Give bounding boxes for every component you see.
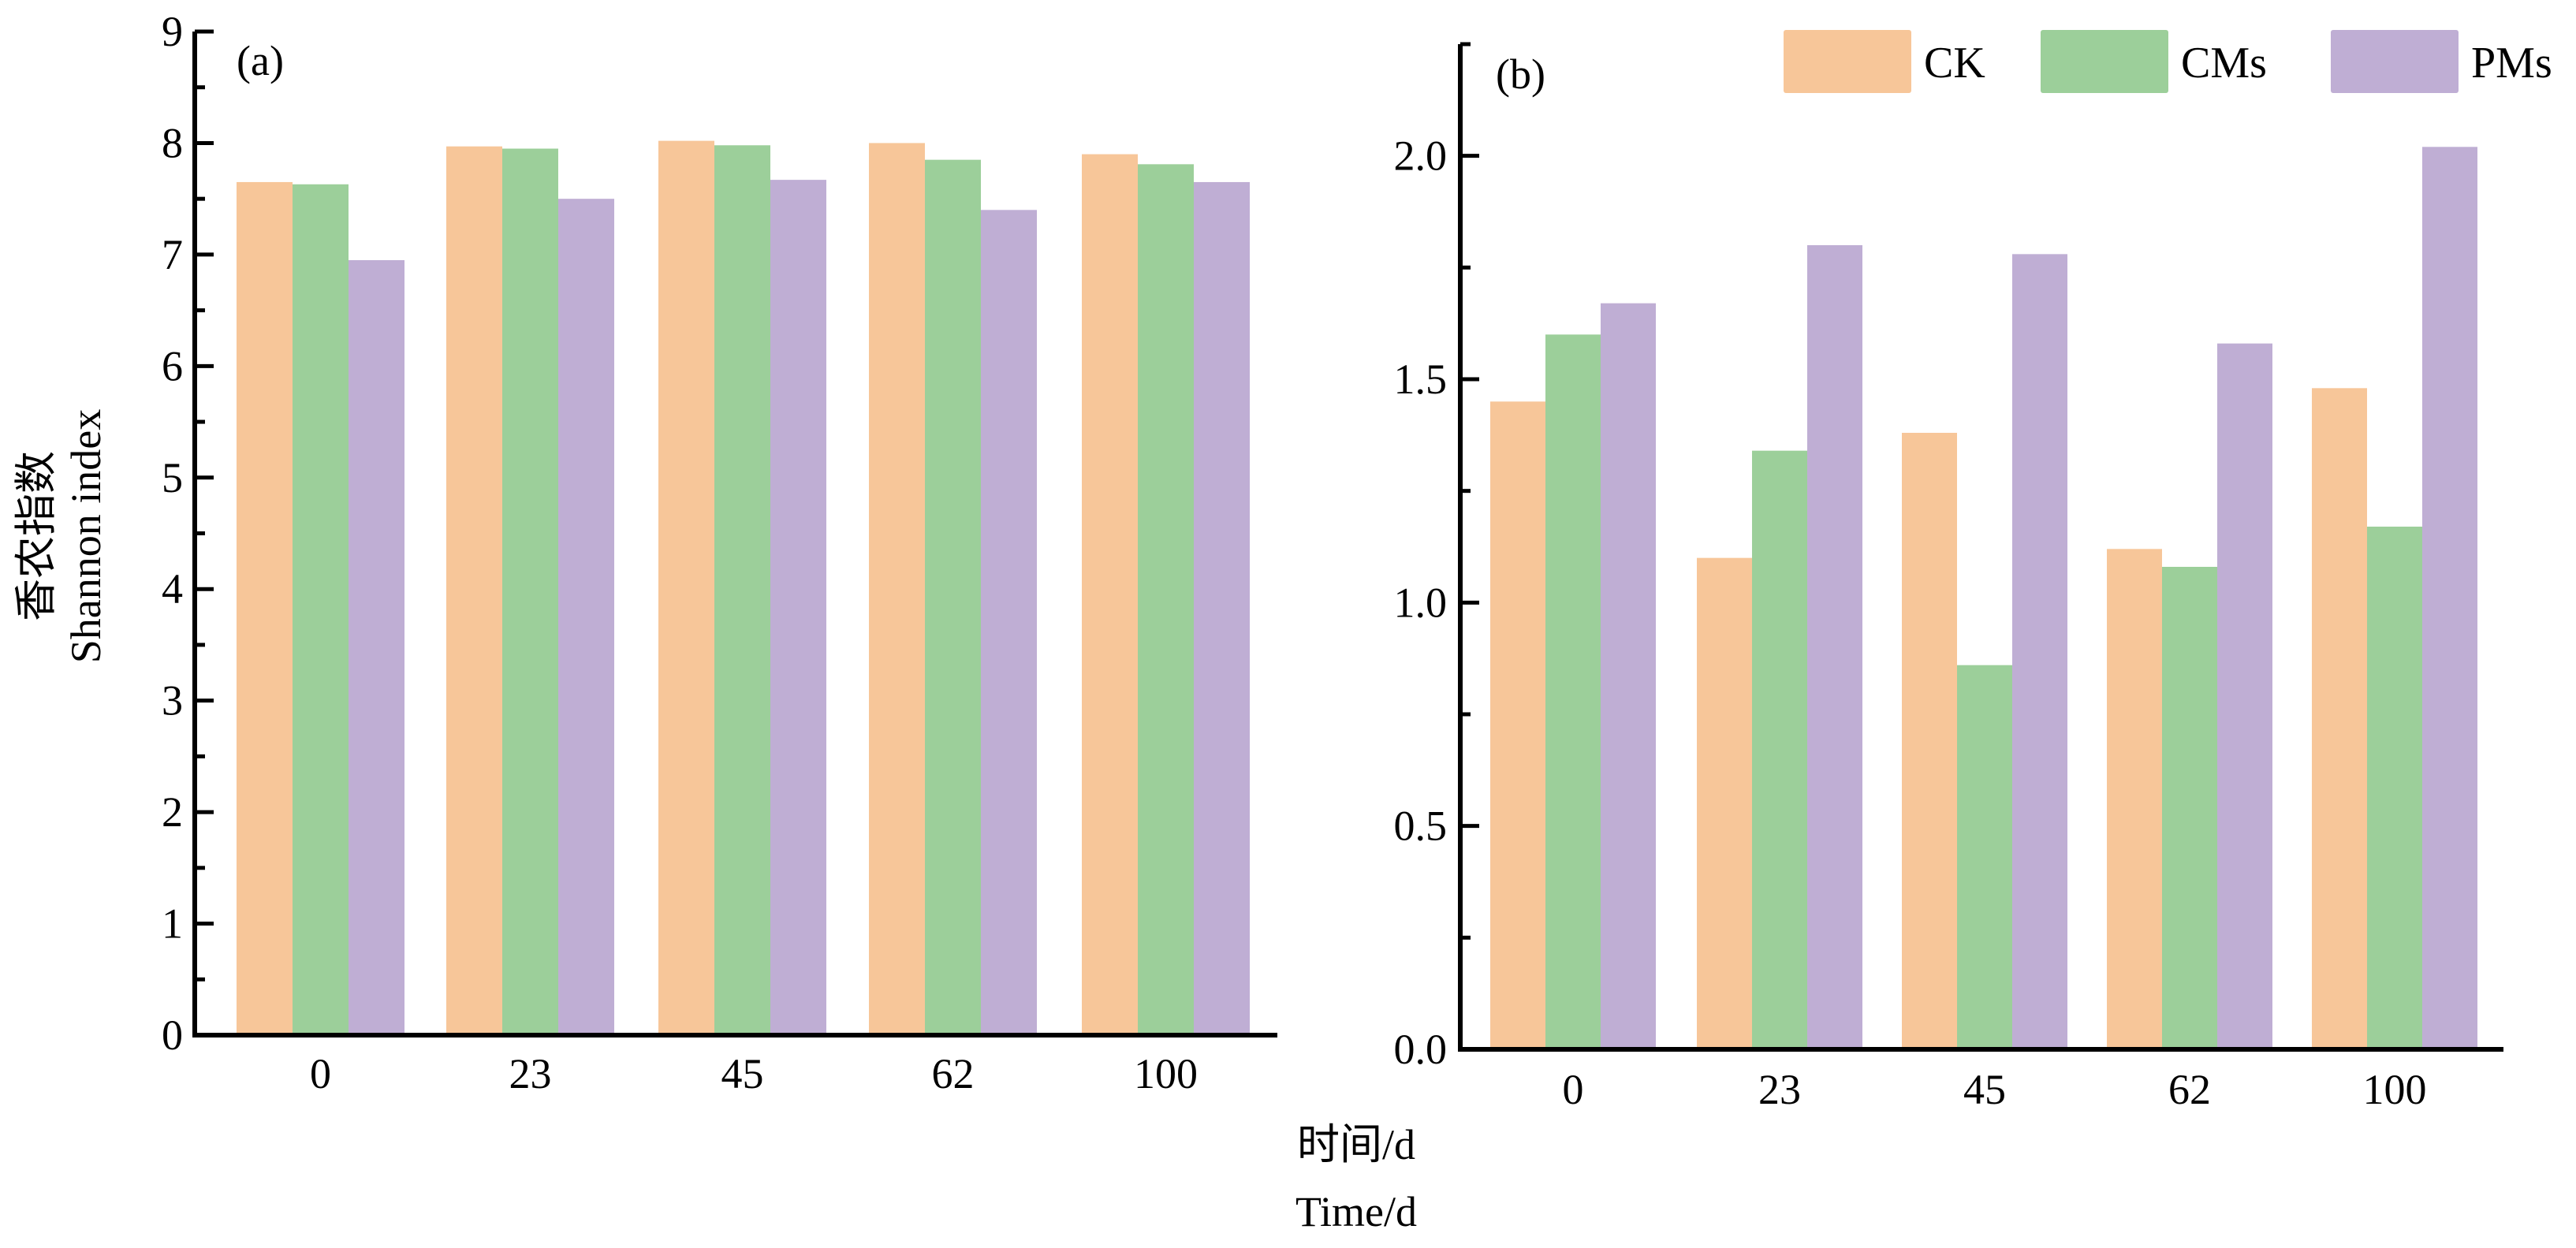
bar-b-ck-100: [2312, 388, 2367, 1049]
y-tick-label-a-1: 1: [162, 900, 183, 948]
x-axis-title-en: Time/d: [1295, 1188, 1417, 1235]
bar-a-pms-45: [770, 180, 826, 1036]
x-tick-label-a-45: 45: [721, 1050, 764, 1097]
y-axis-title-cn: 香农指数: [13, 451, 60, 621]
legend: CK CMs PMs: [1784, 30, 2552, 93]
y-tick-label-a-8: 8: [162, 119, 183, 166]
y-tick-label-a-4: 4: [162, 565, 183, 613]
y-tick-label-b-1.0: 1.0: [1394, 579, 1448, 626]
bar-b-cms-100: [2367, 527, 2422, 1049]
bar-a-pms-100: [1194, 181, 1250, 1036]
y-tick-label-a-3: 3: [162, 677, 183, 725]
legend-label-pms: PMs: [2471, 39, 2552, 88]
bar-b-cms-23: [1752, 450, 1807, 1049]
legend-swatch-ck: [1784, 30, 1911, 93]
y-ticks-a: 0 1 2 3 4 5 6 7 8 9: [162, 8, 214, 1059]
bar-b-cms-0: [1545, 334, 1601, 1049]
bar-b-cms-45: [1957, 665, 2012, 1049]
y-tick-label-b-2.0: 2.0: [1394, 132, 1448, 180]
bar-b-ck-0: [1490, 401, 1545, 1049]
bar-b-pms-0: [1601, 303, 1656, 1050]
bar-b-cms-62: [2162, 567, 2217, 1049]
x-tick-labels-a: 0 23 45 62 100: [310, 1050, 1198, 1097]
bar-b-pms-45: [2012, 254, 2067, 1049]
x-tick-labels-b: 0 23 45 62 100: [1563, 1066, 2427, 1113]
x-tick-label-a-0: 0: [310, 1050, 331, 1097]
legend-label-ck: CK: [1924, 39, 1985, 88]
bar-a-cms-100: [1138, 164, 1194, 1036]
bar-b-ck-45: [1902, 433, 1957, 1049]
legend-label-cms: CMs: [2181, 39, 2267, 88]
x-tick-label-a-62: 62: [932, 1050, 975, 1097]
bar-a-ck-23: [446, 146, 502, 1036]
legend-swatch-pms: [2331, 30, 2459, 93]
bar-a-ck-0: [237, 181, 293, 1036]
x-tick-label-a-23: 23: [509, 1050, 552, 1097]
bars-b: [1490, 147, 2477, 1050]
y-ticks-b: 0.0 0.5 1.0 1.5 2.0: [1394, 42, 1479, 1073]
bar-b-pms-62: [2217, 343, 2272, 1050]
bar-b-pms-23: [1807, 245, 1862, 1049]
panel-b: 0.0 0.5 1.0 1.5 2.0 0 23 45 62 100 (b) CK CMs PMs: [1394, 30, 2552, 1113]
y-tick-label-a-5: 5: [162, 454, 183, 501]
y-tick-label-a-2: 2: [162, 788, 183, 836]
x-tick-label-b-45: 45: [1963, 1066, 2006, 1113]
y-tick-label-a-7: 7: [162, 231, 183, 278]
bar-a-pms-62: [981, 210, 1037, 1036]
y-tick-label-a-0: 0: [162, 1011, 183, 1059]
bar-a-cms-45: [714, 145, 770, 1036]
bar-a-ck-100: [1082, 154, 1138, 1036]
bar-a-pms-0: [349, 259, 404, 1035]
panel-label-b: (b): [1496, 50, 1545, 98]
x-tick-label-b-62: 62: [2168, 1066, 2211, 1113]
bar-a-cms-23: [502, 148, 558, 1036]
x-tick-label-b-0: 0: [1563, 1066, 1584, 1113]
bar-b-ck-62: [2107, 549, 2162, 1049]
x-tick-label-a-100: 100: [1134, 1050, 1198, 1097]
y-tick-label-a-9: 9: [162, 8, 183, 55]
x-tick-label-b-23: 23: [1758, 1066, 1801, 1113]
bar-b-ck-23: [1697, 557, 1752, 1049]
y-tick-label-b-0.5: 0.5: [1394, 803, 1448, 850]
bar-b-pms-100: [2422, 147, 2477, 1049]
y-axis-title-en: Shannon index: [62, 409, 110, 663]
bar-a-ck-45: [658, 140, 714, 1035]
bar-a-ck-62: [869, 143, 925, 1035]
x-axis-title-cn: 时间/d: [1297, 1121, 1415, 1168]
y-tick-label-b-0.0: 0.0: [1394, 1026, 1448, 1073]
y-tick-label-b-1.5: 1.5: [1394, 356, 1448, 403]
bar-a-cms-62: [925, 159, 981, 1035]
panel-label-a: (a): [237, 37, 284, 84]
bar-a-cms-0: [293, 184, 349, 1035]
bars-a: [237, 140, 1250, 1036]
y-tick-label-a-6: 6: [162, 342, 183, 389]
legend-swatch-cms: [2041, 30, 2168, 93]
bar-a-pms-23: [558, 199, 614, 1036]
x-tick-label-b-100: 100: [2363, 1066, 2427, 1113]
